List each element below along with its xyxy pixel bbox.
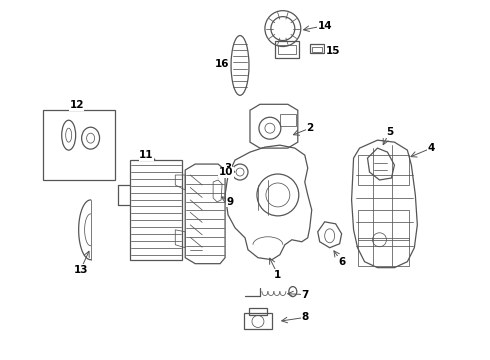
Text: 3: 3 [224,163,232,173]
Bar [244,314,272,329]
Text: 8: 8 [301,312,308,323]
Bar [358,238,409,266]
Text: 15: 15 [325,45,340,55]
Text: 10: 10 [219,167,233,177]
Text: 4: 4 [428,143,435,153]
Text: 5: 5 [386,127,393,137]
Text: 7: 7 [301,289,309,300]
Text: 11: 11 [139,150,154,160]
Bar [310,44,324,54]
Text: 13: 13 [74,265,88,275]
Bar [249,307,267,315]
Bar [278,45,296,54]
Bar [358,210,409,240]
Text: 14: 14 [318,21,332,31]
Bar [43,110,115,180]
Text: 16: 16 [215,59,229,69]
Bar [130,160,182,260]
Text: 9: 9 [226,197,234,207]
Text: 12: 12 [70,100,84,110]
Text: 2: 2 [306,123,314,133]
Bar [312,46,322,53]
Text: 6: 6 [338,257,345,267]
Text: 1: 1 [274,270,281,280]
Bar [275,41,299,58]
Bar [358,155,409,185]
Bar [280,114,296,126]
